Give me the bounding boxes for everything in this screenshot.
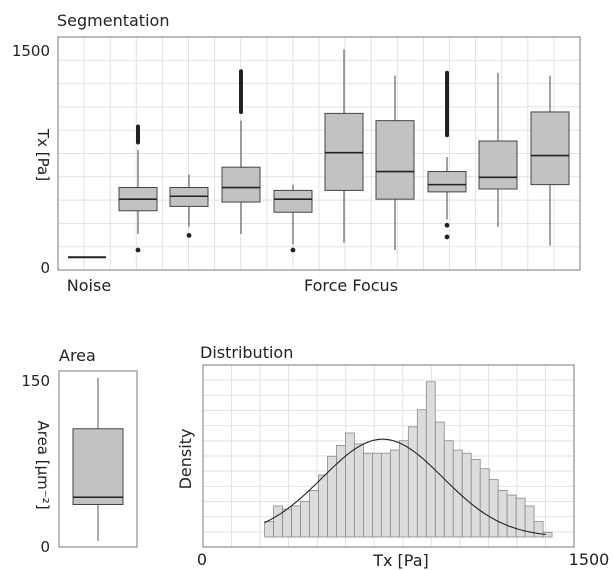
area-boxplot: [73, 378, 123, 541]
distribution-bar: [363, 453, 372, 537]
distribution-bar: [399, 441, 408, 537]
segmentation-box: [479, 141, 517, 189]
segmentation-box: [376, 121, 414, 199]
distribution-bar: [310, 490, 319, 537]
distribution-bar: [381, 453, 390, 537]
segmentation-ylabel: Tx [Pa]: [34, 128, 52, 181]
distribution-bar: [354, 444, 363, 537]
area-ytick-max: 150: [21, 372, 50, 390]
segmentation-outlier-point: [187, 233, 192, 238]
segmentation-outlier-point: [445, 223, 450, 228]
distribution-ylabel: Density: [176, 429, 195, 490]
segmentation-box: [428, 172, 466, 192]
distribution-bar: [283, 509, 292, 537]
segmentation-title: Segmentation: [57, 11, 169, 30]
distribution-bar: [336, 445, 345, 537]
distribution-histogram: [265, 382, 552, 537]
distribution-bar: [319, 475, 328, 537]
distribution-bar: [390, 450, 399, 537]
distribution-bar: [444, 441, 453, 537]
distribution-bar: [301, 501, 310, 537]
area-box: [73, 429, 123, 505]
distribution-xlabel: Tx [Pa]: [372, 551, 429, 570]
distribution-bar: [372, 453, 381, 537]
distribution-bar: [274, 506, 283, 537]
distribution-bar: [345, 433, 354, 537]
area-title: Area: [59, 346, 96, 365]
segmentation-box: [222, 167, 260, 202]
area-ylabel: Area [µm⁻²]: [34, 420, 52, 509]
distribution-bar: [265, 521, 274, 537]
segmentation-box: [531, 112, 569, 185]
segmentation-outlier-point: [136, 248, 141, 253]
distribution-bar: [453, 450, 462, 537]
distribution-bar: [408, 427, 417, 537]
distribution-xtick-max: 1500: [569, 550, 610, 569]
segmentation-ytick-min: 0: [40, 259, 50, 277]
distribution-bar: [489, 480, 498, 537]
distribution-title: Distribution: [200, 343, 293, 362]
distribution-xtick-min: 0: [197, 550, 207, 569]
segmentation-group-noise: Noise: [67, 276, 111, 295]
segmentation-outlier-point: [445, 235, 450, 240]
segmentation-box: [274, 190, 312, 212]
distribution-bar: [498, 490, 507, 537]
segmentation-ytick-max: 1500: [12, 42, 50, 60]
distribution-bar: [471, 459, 480, 537]
segmentation-outlier-point: [291, 248, 296, 253]
distribution-bar: [292, 506, 301, 537]
distribution-bar: [462, 453, 471, 537]
distribution-bar: [480, 469, 489, 537]
distribution-bar: [435, 422, 444, 537]
distribution-bar: [507, 495, 516, 537]
distribution-bar: [417, 410, 426, 537]
area-ytick-min: 0: [40, 538, 50, 556]
segmentation-group-force-focus: Force Focus: [304, 276, 398, 295]
distribution-bar: [426, 382, 435, 537]
distribution-bar: [534, 521, 543, 537]
